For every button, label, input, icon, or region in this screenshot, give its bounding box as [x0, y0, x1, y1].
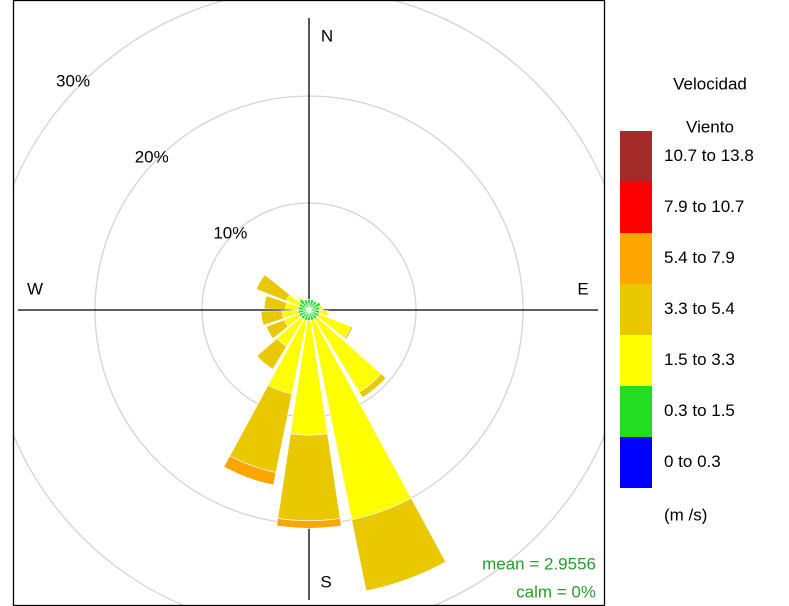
legend-label: 7.9 to 10.7	[664, 197, 744, 216]
ring-label: 30%	[56, 72, 90, 91]
wedge	[318, 301, 322, 306]
ring-label: 20%	[135, 148, 169, 167]
wedge	[265, 326, 274, 339]
compass-label: N	[321, 26, 333, 45]
calm-note: calm = 0%	[516, 582, 596, 601]
wedge	[255, 274, 291, 302]
wedge	[255, 274, 265, 290]
wedge	[303, 299, 307, 301]
wedge	[311, 299, 315, 301]
compass-label: W	[27, 279, 43, 298]
legend-swatch	[620, 437, 652, 488]
wedge	[229, 384, 293, 473]
legend-swatch	[620, 335, 652, 386]
wedge	[362, 377, 387, 398]
wedge	[326, 310, 329, 317]
ring-label: 10%	[213, 224, 247, 243]
legend-label: 3.3 to 5.4	[664, 299, 735, 318]
legend-units: (m /s)	[664, 505, 707, 524]
legend-label: 0.3 to 1.5	[664, 401, 735, 420]
legend-swatch	[620, 386, 652, 437]
plot-area: 10% 20% 30%	[13, 0, 605, 606]
legend-title: Viento	[686, 117, 734, 136]
legend-swatch	[620, 131, 652, 182]
legend-label: 10.7 to 13.8	[664, 146, 754, 165]
wedge	[277, 433, 341, 522]
compass-label: S	[320, 572, 331, 591]
legend-label: 5.4 to 7.9	[664, 248, 735, 267]
legend-swatch	[620, 233, 652, 284]
wedge	[314, 300, 318, 304]
wedge	[366, 561, 446, 592]
compass-label: E	[577, 279, 588, 298]
mean-note: mean = 2.9556	[482, 554, 596, 573]
legend-title: Velocidad	[673, 74, 747, 93]
legend-swatch	[620, 182, 652, 233]
legend-label: 0 to 0.3	[664, 452, 721, 471]
legend-swatch	[620, 284, 652, 335]
legend-label: 1.5 to 3.3	[664, 350, 735, 369]
